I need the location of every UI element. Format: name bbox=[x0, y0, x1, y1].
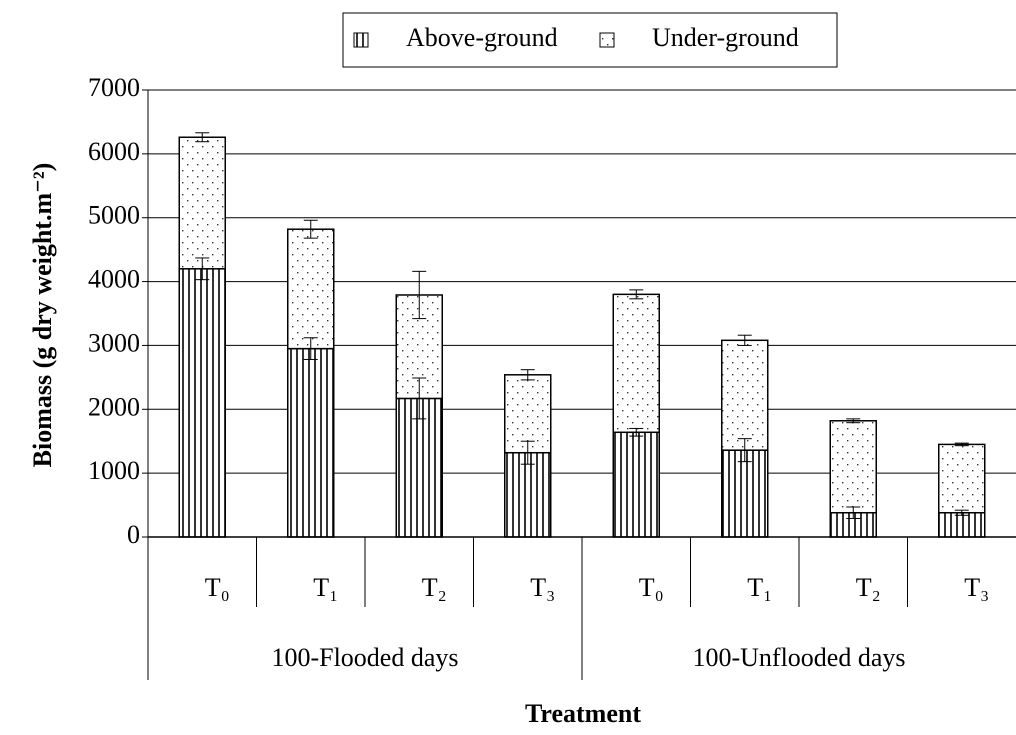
bar-segment bbox=[612, 293, 660, 434]
bar-segment bbox=[287, 228, 335, 350]
bar-segment bbox=[287, 347, 335, 538]
legend-swatch bbox=[599, 32, 615, 48]
legend-swatch bbox=[353, 32, 369, 48]
legend-box bbox=[342, 12, 838, 68]
legend-label: Under-ground bbox=[652, 23, 799, 52]
bar-segment bbox=[938, 443, 986, 514]
y-tick-label: 1000 bbox=[88, 456, 140, 485]
y-tick-label: 3000 bbox=[88, 328, 140, 357]
x-tick-label: T₀ bbox=[205, 573, 230, 602]
bar-segment bbox=[829, 420, 877, 514]
group-label: 100-Flooded days bbox=[271, 643, 458, 672]
x-tick-label: T₀ bbox=[639, 573, 664, 602]
x-tick-label: T₂ bbox=[422, 573, 447, 602]
y-tick-label: 0 bbox=[127, 520, 140, 549]
x-tick-label: T₃ bbox=[964, 573, 989, 602]
y-tick-label: 2000 bbox=[88, 392, 140, 421]
y-tick-label: 6000 bbox=[88, 137, 140, 166]
bar-segment bbox=[504, 451, 552, 538]
bar-segment bbox=[178, 268, 226, 538]
y-axis-title: Biomass (g dry weight.m⁻²) bbox=[28, 163, 57, 468]
group-label: 100-Unflooded days bbox=[692, 643, 905, 672]
y-tick-label: 7000 bbox=[88, 73, 140, 102]
y-tick-label: 4000 bbox=[88, 265, 140, 294]
bar-segment bbox=[721, 449, 769, 538]
x-axis-title: Treatment bbox=[525, 699, 641, 728]
x-tick-label: T₃ bbox=[530, 573, 555, 602]
bar-segment bbox=[612, 431, 660, 538]
legend-label: Above-ground bbox=[406, 23, 558, 52]
bar-segment bbox=[938, 511, 986, 538]
x-tick-label: T₂ bbox=[856, 573, 881, 602]
y-tick-label: 5000 bbox=[88, 201, 140, 230]
bar-segment bbox=[721, 339, 769, 451]
x-tick-label: T₁ bbox=[313, 573, 338, 602]
x-tick-label: T₁ bbox=[747, 573, 772, 602]
bar-segment bbox=[178, 136, 226, 270]
